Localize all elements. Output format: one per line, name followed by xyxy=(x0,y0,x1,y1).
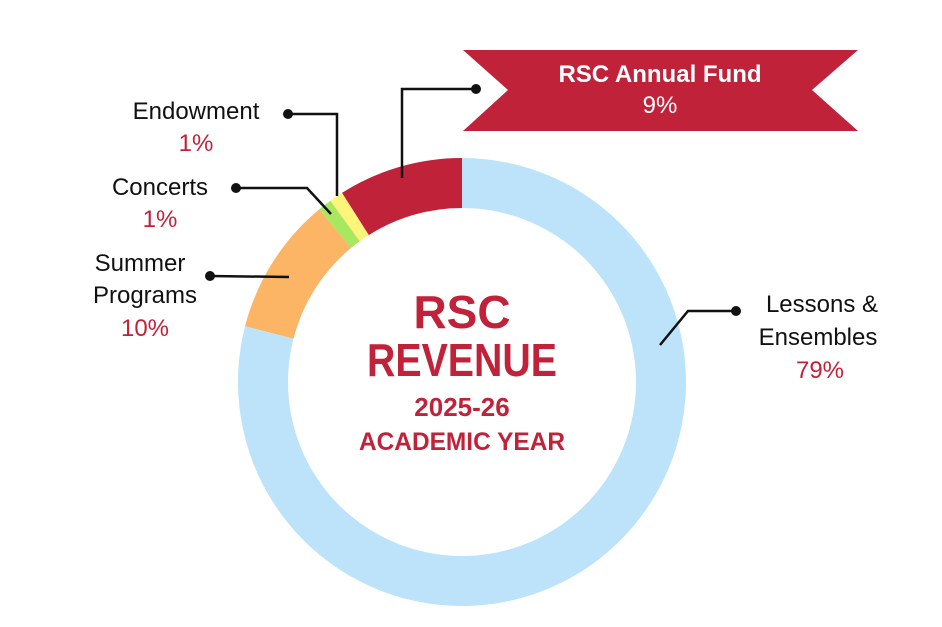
leader-dot xyxy=(471,84,481,94)
endowment-pct: 1% xyxy=(179,130,214,157)
concerts-label: Concerts xyxy=(112,174,208,201)
lessons-label-line1: Lessons & xyxy=(766,291,878,318)
concerts-pct: 1% xyxy=(143,206,178,233)
leader-lines xyxy=(209,87,736,346)
annual-fund-label: RSC Annual Fund xyxy=(558,61,761,88)
endowment-label: Endowment xyxy=(133,98,260,125)
annual-fund-pct: 9% xyxy=(643,92,678,119)
center-title-line2: REVENUE xyxy=(367,334,557,386)
leader-annual-fund xyxy=(400,87,476,178)
leader-dot xyxy=(205,271,215,281)
summer-label-line2: Programs xyxy=(93,282,197,309)
center-title-line1: RSC xyxy=(413,286,510,338)
donut-slices xyxy=(237,158,687,607)
slice-rsc-annual-fund xyxy=(341,158,462,236)
leader-dots xyxy=(205,84,741,316)
leader-dot xyxy=(231,183,241,193)
leader-dot xyxy=(731,306,741,316)
summer-pct: 10% xyxy=(121,315,169,342)
annual-fund-banner xyxy=(463,50,858,131)
leader-summer xyxy=(209,274,290,279)
leader-concerts xyxy=(236,186,332,215)
center-subtitle-line1: 2025-26 xyxy=(414,392,509,422)
lessons-pct: 79% xyxy=(796,357,844,384)
leader-dot xyxy=(283,109,293,119)
leader-lessons xyxy=(659,309,736,346)
slice-summer-programs xyxy=(245,209,352,339)
lessons-label-line2: Ensembles xyxy=(759,324,878,351)
slice-endowment xyxy=(330,192,369,242)
center-subtitle-line2: ACADEMIC YEAR xyxy=(359,428,565,456)
summer-label-line1: Summer xyxy=(95,250,186,277)
leader-endowment xyxy=(288,112,339,196)
